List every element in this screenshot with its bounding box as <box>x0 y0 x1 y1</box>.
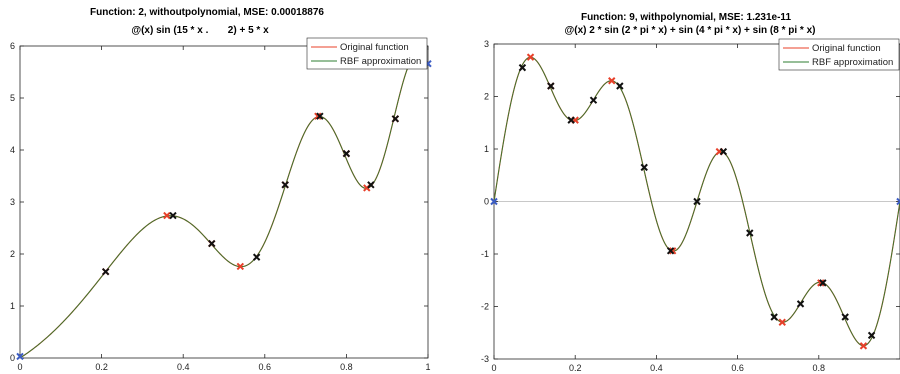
legend-label-original: Original function <box>340 42 409 53</box>
rbf-approximation-line <box>19 52 429 359</box>
center-marker-black <box>640 163 648 172</box>
x-tick-label: 0.2 <box>569 363 582 373</box>
y-tick-label: 1 <box>10 301 15 311</box>
legend-box <box>306 37 428 70</box>
y-tick-label: -2 <box>481 302 489 312</box>
x-tick-label: 0.8 <box>340 362 353 372</box>
y-tick-label: 4 <box>10 145 15 155</box>
center-marker-black <box>746 229 754 237</box>
legend-label-rbf: RBF approximation <box>812 57 893 68</box>
boundary-marker-blue <box>16 352 24 361</box>
center-marker-black <box>567 116 575 124</box>
center-marker-black <box>796 300 805 308</box>
y-axis: 0 1 2 3 4 5 6 <box>10 41 428 363</box>
y-tick-label: 3 <box>10 197 15 207</box>
y-tick-label: 2 <box>10 249 15 259</box>
y-tick-label: -3 <box>481 354 489 364</box>
center-marker-black <box>719 147 728 156</box>
chart-title: Function: 9, withpolynomial, MSE: 1.231e… <box>581 12 791 23</box>
y-tick-label: 2 <box>484 92 489 102</box>
x-tick-label: 0.2 <box>95 362 108 372</box>
center-marker-black <box>391 115 400 123</box>
x-tick-label: 1 <box>425 362 430 372</box>
center-marker-red <box>314 112 322 120</box>
y-tick-label: 0 <box>10 353 15 363</box>
center-marker-red <box>778 318 786 326</box>
y-tick-label: 0 <box>484 197 489 207</box>
legend: Original function RBF approximation <box>778 38 900 71</box>
chart-title: Function: 2, withoutpolynomial, MSE: 0.0… <box>90 7 324 18</box>
y-tick-label: -1 <box>481 249 489 259</box>
x-tick-label: 0 <box>17 362 22 372</box>
center-marker-red <box>236 262 245 271</box>
center-marker-black <box>841 313 849 321</box>
x-tick-label: 0.6 <box>259 362 272 372</box>
legend: Original function RBF approximation <box>306 37 428 70</box>
legend-box <box>778 38 900 71</box>
boundary-marker-blue <box>490 197 498 206</box>
center-marker-black <box>616 82 624 90</box>
chart-right: Function: 9, withpolynomial, MSE: 1.231e… <box>481 12 900 373</box>
center-marker-red <box>526 53 535 61</box>
x-tick-label: 0 <box>491 363 496 373</box>
center-marker-red <box>163 211 171 220</box>
center-marker-black <box>281 181 289 189</box>
center-marker-black <box>819 279 827 287</box>
boundary-marker-blue <box>896 197 900 206</box>
y-tick-label: 6 <box>10 41 15 51</box>
x-tick-label: 0.4 <box>650 363 663 373</box>
chart-left: Function: 2, withoutpolynomial, MSE: 0.0… <box>10 7 432 372</box>
center-marker-black <box>367 181 375 189</box>
center-marker-black <box>252 253 261 261</box>
chart-subtitle: @(x) 2 * sin (2 * pi * x) + sin (4 * pi … <box>565 25 816 36</box>
center-marker-red <box>608 77 616 85</box>
center-marker-black <box>169 211 177 220</box>
center-marker-black <box>547 82 555 90</box>
center-marker-black <box>342 149 351 158</box>
legend-label-original: Original function <box>812 43 881 54</box>
center-marker-red <box>817 279 825 287</box>
y-tick-label: 5 <box>10 93 15 103</box>
center-marker-black <box>666 247 675 255</box>
center-marker-black <box>589 96 598 104</box>
legend-label-rbf: RBF approximation <box>340 56 421 67</box>
y-tick-label: 3 <box>484 39 489 49</box>
plot-lines <box>19 52 429 359</box>
center-marker-red <box>859 342 868 350</box>
x-tick-label: 0.6 <box>731 363 744 373</box>
center-marker-black <box>316 112 324 120</box>
center-marker-black <box>101 267 110 276</box>
markers <box>16 59 432 361</box>
markers <box>490 53 900 350</box>
center-marker-black <box>867 331 876 340</box>
center-marker-black <box>693 197 701 206</box>
chart-subtitle: @(x) sin (15 * x . 2) + 5 * x <box>131 25 269 36</box>
center-marker-red <box>668 247 677 255</box>
y-axis: -3 -2 -1 0 1 2 3 <box>481 39 900 364</box>
y-tick-label: 1 <box>484 144 489 154</box>
center-marker-black <box>208 239 216 248</box>
center-marker-black <box>518 63 527 72</box>
center-marker-black <box>770 313 778 321</box>
x-tick-label: 0.8 <box>813 363 826 373</box>
x-tick-label: 0.4 <box>177 362 190 372</box>
plot-area <box>19 45 429 359</box>
